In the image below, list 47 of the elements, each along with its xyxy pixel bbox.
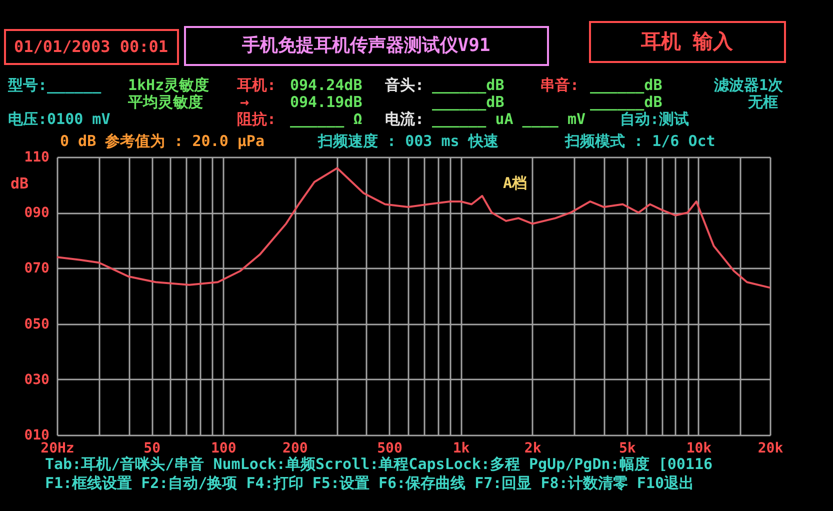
chart-title: 手机免提耳机传声器测试仪V91	[240, 35, 490, 56]
text: 01/01/2003 00:01	[14, 37, 168, 56]
text: ______dB	[590, 76, 662, 94]
text: 耳机:	[236, 76, 276, 94]
y-tick-label: 050	[24, 316, 50, 332]
text: 自动:测试	[620, 110, 690, 128]
text: 串音:	[540, 76, 580, 94]
y-tick-label: 090	[24, 205, 50, 222]
text: ______ Ω	[290, 110, 362, 128]
text: 阻抗:	[237, 110, 276, 128]
text: 094.19dB	[290, 93, 362, 111]
x-tick-label: 50	[144, 440, 161, 456]
y-tick-label: 070	[24, 260, 50, 277]
y-tick-label: 010	[24, 428, 50, 444]
y-axis-title: dB	[10, 174, 29, 192]
text: 电流:	[385, 110, 424, 128]
text: 电压:0100 mV	[8, 110, 110, 128]
text: →	[240, 93, 250, 111]
text: 1kHz灵敏度	[128, 76, 210, 94]
text: 滤波器1次	[713, 76, 784, 94]
x-tick-label: 100	[210, 440, 236, 456]
text: F1:框线设置 F2:自动/换项 F4:打印 F5:设置 F6:保存曲线 F7:回显 F8:计数清零 F10退出	[45, 474, 694, 492]
x-tick-label: 200	[282, 440, 308, 456]
text: 耳机 输入	[640, 29, 734, 53]
text: 型号:______	[7, 76, 102, 94]
text: 无框	[747, 93, 778, 111]
x-tick-label: 2k	[524, 440, 542, 456]
text: ______dB	[590, 93, 662, 111]
x-tick-label: 20k	[758, 440, 784, 456]
y-tick-label: 110	[24, 150, 50, 166]
text: 094.24dB	[290, 76, 362, 94]
annotation: A档	[502, 174, 528, 192]
text: ______dB	[432, 93, 504, 111]
text: 平均灵敏度	[127, 93, 203, 111]
x-tick-label: 1k	[452, 440, 470, 456]
x-tick-label: 500	[377, 440, 402, 456]
x-tick-label: 10k	[686, 440, 712, 456]
text: 扫频速度 : 003 ms 快速	[317, 132, 500, 150]
text: Tab:耳机/音咪头/串音 NumLock:单频Scroll:单程CapsLock:多程 PgUp/PgDn:幅度 [00116	[45, 455, 713, 473]
text: 0 dB 参考值为 : 20.0 μPa	[60, 132, 264, 150]
text: ______ uA ____ mV	[432, 110, 586, 128]
text: 音头:	[384, 76, 424, 94]
x-tick-label: 5k	[618, 440, 636, 456]
y-tick-label: 030	[24, 372, 50, 388]
text: ______dB	[432, 76, 504, 94]
x-tick-label: 20Hz	[40, 440, 74, 456]
text: 扫频模式 : 1/6 Oct	[564, 132, 716, 150]
